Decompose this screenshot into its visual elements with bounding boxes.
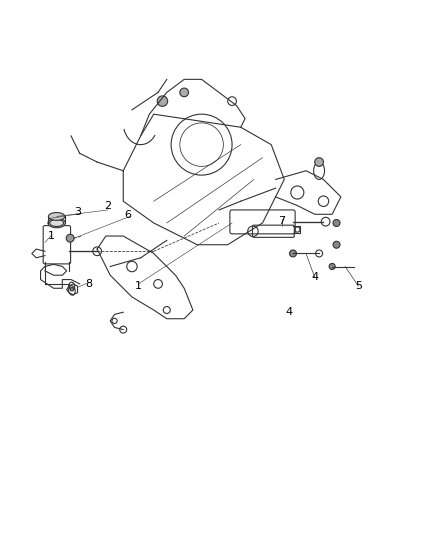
Text: 8: 8 (85, 279, 92, 289)
Text: 2: 2 (104, 201, 112, 212)
Text: 5: 5 (355, 281, 362, 291)
Circle shape (290, 250, 297, 257)
Circle shape (180, 88, 188, 97)
Text: 6: 6 (124, 210, 131, 220)
Circle shape (157, 96, 168, 107)
Ellipse shape (48, 218, 65, 228)
Text: 3: 3 (74, 207, 81, 217)
Ellipse shape (48, 213, 65, 220)
Text: 1: 1 (48, 231, 55, 241)
Text: 4: 4 (285, 307, 292, 317)
Circle shape (329, 263, 335, 270)
Circle shape (315, 158, 323, 166)
Text: 4: 4 (311, 272, 318, 282)
Circle shape (333, 241, 340, 248)
Text: 1: 1 (135, 281, 142, 291)
Text: 7: 7 (279, 216, 286, 226)
Circle shape (70, 287, 74, 291)
Circle shape (333, 220, 340, 227)
Circle shape (66, 235, 74, 242)
